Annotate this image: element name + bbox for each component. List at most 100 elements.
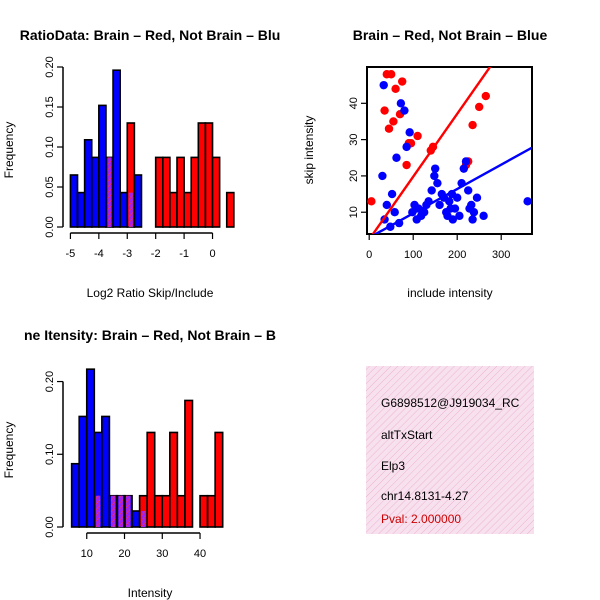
ratio-histogram: RatioData: Brain – Red, Not Brain – Blu … — [2, 27, 280, 300]
h1-bar-overlap-hatch-5 — [107, 157, 112, 227]
scatter-point-brain-6 — [391, 84, 400, 93]
scatter-title: Brain – Red, Not Brain – Blue — [353, 27, 548, 43]
h2-bar-not-brain-4 — [101, 415, 111, 528]
scatter-point-brain-3 — [384, 124, 394, 133]
h1-bar-not-brain-6 — [112, 69, 121, 228]
h2-bar-brain-10 — [146, 431, 156, 528]
h1-bar-brain-19 — [204, 122, 214, 228]
h1-bar-brain-15 — [176, 156, 185, 228]
scatter-fit-line-brain — [371, 67, 492, 234]
h2-bar-brain-14 — [176, 494, 186, 528]
scatter-point-not-brain-17 — [420, 208, 429, 217]
scatter-point-brain-19 — [468, 120, 477, 130]
scatter-x-tick-label-2: 200 — [448, 249, 466, 261]
h2-bar-overlap-hatch-7 — [126, 495, 131, 527]
scatter-point-not-brain-35 — [455, 211, 464, 221]
h1-x-tick-label-5: 0 — [209, 248, 215, 260]
scatter-point-not-brain-41 — [467, 200, 476, 210]
scatter-plot-box — [366, 66, 533, 235]
scatter-point-not-brain-6 — [392, 153, 401, 162]
h2-bar-brain-19 — [214, 431, 224, 528]
scatter-point-not-brain-21 — [430, 171, 439, 181]
h1-x-tick-label-2: -3 — [122, 248, 132, 260]
h1-bar-brain-18 — [197, 122, 207, 228]
scatter-x-tick-label-3: 300 — [492, 249, 510, 261]
h1-bar-brain-22 — [225, 191, 235, 228]
h1-y-tick-label-0: 0.00 — [44, 216, 56, 237]
h2-bar-not-brain-0 — [70, 462, 80, 528]
h1-y-tick-label-3: 0.15 — [44, 96, 56, 117]
event-info-panel: G6898512@J919034_RC altTxStart Elp3 chr1… — [366, 366, 534, 534]
h2-bar-overlap-hatch-9 — [141, 511, 146, 527]
h2-y-tick-label-0: 0.00 — [44, 516, 56, 537]
intensity-scatter: Brain – Red, Not Brain – Blue 0 100 200 300… — [302, 27, 548, 300]
scatter-point-brain-0 — [367, 197, 376, 206]
gene-name: Elp3 — [381, 459, 405, 473]
h2-x-tick-label-2: 30 — [156, 548, 168, 560]
intensity-histogram-title: ne Itensity: Brain – Red, Not Brain – B — [24, 327, 276, 343]
h1-bar-not-brain-9 — [133, 174, 143, 228]
h2-bar-brain-15 — [184, 399, 194, 528]
scatter-point-not-brain-32 — [448, 215, 457, 224]
scatter-point-not-brain-33 — [450, 204, 460, 213]
scatter-point-not-brain-2 — [382, 200, 391, 210]
h1-x-tick-label-4: -1 — [179, 248, 189, 260]
scatter-point-not-brain-24 — [435, 200, 444, 210]
h1-x-tick-label-0: -5 — [66, 248, 76, 260]
info-panel-hatch — [366, 366, 534, 534]
intensity-histogram-x-label: Intensity — [128, 586, 173, 600]
genomic-location: chr14.8131-4.27 — [381, 489, 469, 503]
scatter-point-not-brain-11 — [405, 128, 414, 137]
scatter-point-not-brain-22 — [431, 164, 440, 173]
scatter-point-not-brain-43 — [469, 208, 479, 217]
h1-x-tick-label-3: -2 — [151, 248, 161, 260]
h1-bar-not-brain-4 — [98, 104, 107, 228]
h2-bar-brain-13 — [169, 431, 179, 528]
scatter-point-not-brain-45 — [479, 211, 488, 221]
scatter-point-not-brain-39 — [464, 186, 473, 195]
h2-bar-not-brain-8 — [131, 510, 141, 528]
scatter-y-tick-label-1: 20 — [348, 170, 360, 182]
scatter-point-brain-18 — [481, 91, 490, 101]
scatter-point-brain-4 — [387, 70, 396, 79]
scatter-point-not-brain-38 — [461, 157, 471, 166]
scatter-point-brain-9 — [402, 160, 411, 170]
h2-y-tick-label-2: 0.20 — [44, 371, 56, 392]
scatter-point-not-brain-47 — [379, 80, 388, 90]
event-type: altTxStart — [381, 428, 433, 442]
scatter-y-tick-label-3: 40 — [348, 97, 360, 109]
h2-bar-overlap-hatch-3 — [95, 495, 101, 527]
h1-bar-not-brain-2 — [83, 139, 93, 228]
h1-bar-overlap-hatch-8 — [128, 192, 133, 227]
scatter-point-not-brain-29 — [445, 197, 454, 206]
intensity-histogram-y-label: Frequency — [2, 422, 16, 479]
scatter-point-not-brain-4 — [387, 189, 397, 199]
scatter-y-label: skip intensity — [302, 116, 316, 185]
h2-bar-overlap-hatch-6 — [118, 495, 124, 527]
h2-bar-brain-18 — [206, 494, 216, 528]
h1-bar-brain-12 — [154, 156, 164, 228]
scatter-point-brain-8 — [398, 77, 407, 86]
h1-bar-not-brain-3 — [90, 156, 100, 228]
scatter-point-brain-12 — [413, 131, 422, 141]
scatter-x-label: include intensity — [407, 286, 492, 300]
h1-bar-brain-14 — [169, 191, 178, 228]
scatter-y-tick-label-0: 10 — [348, 206, 360, 218]
ratio-histogram-title: RatioData: Brain – Red, Not Brain – Blu — [20, 27, 281, 43]
h2-x-tick-label-1: 20 — [118, 548, 130, 560]
intensity-histogram: ne Itensity: Brain – Red, Not Brain – B … — [2, 327, 276, 600]
p-value: Pval: 2.000000 — [381, 512, 461, 526]
ratio-histogram-x-label: Log2 Ratio Skip/Include — [87, 286, 214, 300]
scatter-point-not-brain-44 — [472, 193, 482, 202]
scatter-point-brain-5 — [389, 117, 398, 126]
h2-bar-overlap-hatch-5 — [110, 495, 116, 527]
scatter-point-not-brain-42 — [468, 215, 477, 224]
h1-bar-brain-17 — [190, 156, 200, 228]
h1-bar-brain-13 — [161, 156, 171, 228]
h1-bar-not-brain-0 — [69, 174, 79, 228]
h2-y-tick-label-1: 0.10 — [44, 444, 56, 465]
scatter-point-not-brain-37 — [459, 164, 468, 173]
scatter-y-tick-label-2: 30 — [348, 133, 360, 145]
scatter-point-not-brain-34 — [453, 193, 462, 202]
